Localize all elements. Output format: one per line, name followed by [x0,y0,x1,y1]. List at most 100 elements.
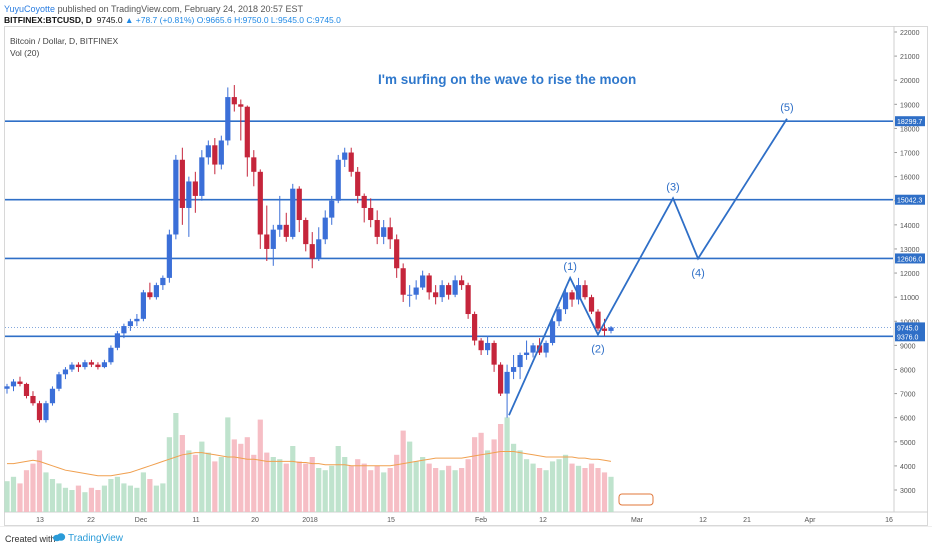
candle-body [127,321,133,327]
volume-bar [400,430,406,512]
volume-bar [179,435,185,512]
volume-bar [56,483,62,512]
candle-body [355,171,361,196]
y-axis-label: 18000 [900,126,920,133]
volume-bar [10,476,17,512]
y-axis-label: 7000 [900,392,916,399]
volume-bar [459,468,465,512]
candle-body [101,362,108,368]
level-price-label: 9376.0 [897,334,919,341]
y-axis-label: 13000 [900,247,920,254]
candle-body [569,292,575,300]
candle-body [251,157,257,172]
header-bar: YuyuCoyotte published on TradingView.com… [0,0,932,26]
candle-body [147,292,153,298]
author-link[interactable]: YuyuCoyotte [4,4,56,14]
candle-body [556,309,562,322]
volume-bar [127,485,133,512]
volume-bar [309,457,315,512]
volume-bar [231,439,237,512]
volume-bar [264,452,270,512]
volume-bar [160,483,166,512]
volume-bar [556,459,562,512]
candle-body [290,188,296,237]
volume-bar [335,446,341,512]
level-price-tag [895,331,925,342]
candle-body [56,374,62,389]
y-axis-label: 6000 [900,416,916,423]
y-axis-label: 5000 [900,440,916,447]
volume-bar [497,424,504,512]
volume-bar [543,470,549,512]
candle-body [588,297,595,312]
candle-body [491,342,497,365]
candle-body [283,224,289,237]
candle-body [140,292,146,319]
wave-label: (4) [691,268,704,280]
y-axis-label: 16000 [900,175,920,182]
candle-body [543,342,549,353]
volume-bar [192,454,198,512]
candle-body [387,227,393,240]
candle-body [348,152,354,172]
y-axis-label: 9000 [900,343,916,350]
change-arrow-icon: ▲ [124,15,134,25]
x-axis-label: 21 [743,517,751,524]
volume-bar [147,479,153,512]
volume-bar [290,446,296,512]
candle-body [153,285,159,298]
candle-body [575,285,582,300]
volume-bar [251,454,257,512]
candle-body [413,287,419,295]
x-axis-label: 13 [36,517,44,524]
volume-bar [355,459,361,512]
candle-body [549,321,556,343]
last-price: 9745.0 [96,15,123,25]
volume-bar [381,472,387,512]
y-axis-label: 8000 [900,367,916,374]
y-axis-label: 4000 [900,464,916,471]
volume-bar [82,492,88,512]
candle-body [381,227,387,237]
volume-bar [472,437,478,512]
candle-body [36,403,43,421]
level-price-label: 12606.0 [897,256,922,263]
created-with-text: Created with [5,534,56,544]
volume-bar [62,487,69,512]
volume-bar [485,450,491,512]
x-axis-label: 16 [885,517,893,524]
volume-bar [166,437,172,512]
volume-bar [608,476,614,512]
volume-bar [69,490,75,512]
candle-body [160,277,166,286]
volume-bar [212,461,218,512]
current-price-tag [895,322,925,333]
candle-body [205,145,211,158]
y-axis-label: 17000 [900,151,920,158]
volume-bar [218,457,224,512]
candle-body [374,220,380,237]
candle-body [309,244,315,259]
volume-bar [452,470,458,512]
candle-body [186,181,192,208]
x-axis-label: 12 [539,517,547,524]
volume-bar [303,463,309,512]
candle-body [342,152,348,160]
candle-body [49,388,56,404]
volume-bar [446,465,452,512]
candle-body [446,285,452,295]
candle-body [244,106,250,158]
volume-bar [348,465,354,512]
y-axis-label: 19000 [900,102,920,109]
candle-body [562,292,569,310]
candle-body [134,318,140,322]
volume-bar [491,439,497,512]
level-price-tag [895,194,925,205]
volume-bar [23,470,30,512]
y-axis-label: 14000 [900,223,920,230]
tradingview-brand[interactable]: TradingView [68,533,124,544]
candle-body [69,364,75,370]
volume-bar [549,461,556,512]
volume-bar [394,454,400,512]
